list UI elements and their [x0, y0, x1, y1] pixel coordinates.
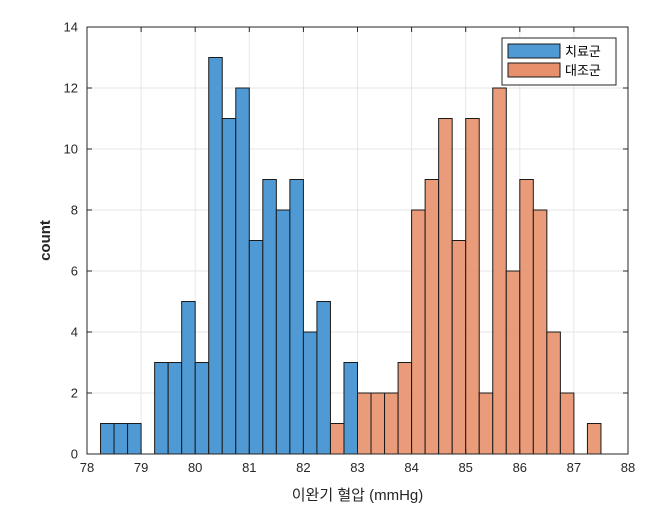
- treatment-bar: [221, 118, 237, 455]
- y-tick-label: 14: [64, 20, 78, 35]
- control-bar: [411, 209, 426, 455]
- axis-ticks: [86, 26, 629, 455]
- bars: [100, 57, 602, 455]
- y-tick-labels: 0 2 4 6 8 10 12 14: [64, 20, 78, 462]
- x-tick-label: 88: [621, 460, 635, 475]
- control-bar: [505, 270, 521, 455]
- treatment-bar: [100, 423, 115, 455]
- treatment-bar: [302, 331, 318, 455]
- control-bar: [438, 118, 453, 455]
- y-axis-label: count: [37, 220, 54, 261]
- legend-swatch: [507, 62, 561, 78]
- treatment-bar: [113, 423, 129, 455]
- treatment-bar: [262, 179, 277, 455]
- x-tick-label: 79: [134, 460, 148, 475]
- treatment-bar: [289, 179, 304, 455]
- x-tick-label: 85: [458, 460, 472, 475]
- y-tick-label: 2: [71, 386, 78, 401]
- legend-entry-label: 치료군: [565, 44, 601, 59]
- control-bar: [357, 392, 372, 455]
- control-bar: [424, 179, 440, 455]
- x-tick-label: 81: [242, 460, 256, 475]
- control-bar: [370, 392, 386, 455]
- x-tick-label: 84: [404, 460, 418, 475]
- treatment-bar: [235, 87, 250, 455]
- control-bar: [478, 392, 494, 455]
- y-tick-label: 4: [71, 325, 78, 340]
- x-tick-label: 86: [513, 460, 527, 475]
- x-tick-label: 83: [350, 460, 364, 475]
- treatment-bar: [181, 301, 196, 455]
- x-tick-label: 82: [296, 460, 310, 475]
- control-bar: [519, 179, 534, 455]
- control-bar: [492, 87, 507, 455]
- treatment-bar: [194, 362, 210, 455]
- treatment-bar: [316, 301, 331, 455]
- control-bar: [546, 331, 561, 455]
- x-tick-label: 80: [188, 460, 202, 475]
- control-bar: [559, 392, 575, 455]
- treatment-bar: [208, 57, 223, 455]
- y-tick-label: 10: [64, 142, 78, 157]
- y-tick-label: 6: [71, 264, 78, 279]
- treatment-bar: [127, 423, 142, 455]
- y-tick-label: 0: [71, 447, 78, 462]
- x-tick-label: 78: [80, 460, 94, 475]
- control-bar: [384, 392, 399, 455]
- control-bar: [451, 240, 467, 455]
- treatment-bar: [343, 362, 359, 455]
- treatment-bar: [275, 209, 291, 455]
- legend-swatch: [507, 43, 561, 59]
- treatment-bar: [248, 240, 264, 455]
- treatment-bar: [167, 362, 183, 455]
- legend-entry-label: 대조군: [565, 63, 601, 78]
- treatment-bar: [154, 362, 169, 455]
- control-bar: [329, 423, 345, 455]
- control-bar: [465, 118, 480, 455]
- y-tick-label: 12: [64, 81, 78, 96]
- y-tick-label: 8: [71, 203, 78, 218]
- x-tick-labels: 78 79 80 81 82 83 84 85 86 87 88: [80, 460, 635, 475]
- control-bar: [586, 423, 602, 455]
- x-axis-label: 이완기 혈압 (mmHg): [292, 487, 424, 504]
- control-bar: [532, 209, 548, 455]
- control-bar: [397, 362, 413, 455]
- x-tick-label: 87: [567, 460, 581, 475]
